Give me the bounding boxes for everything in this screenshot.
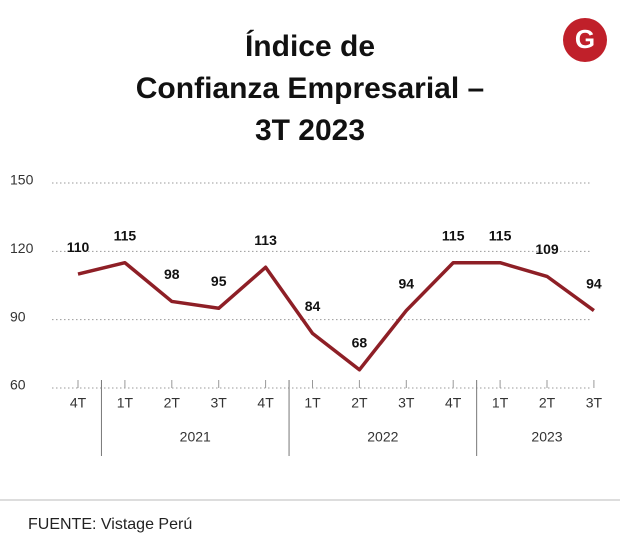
x-tick-label: 1T bbox=[117, 395, 134, 411]
group-label: 2021 bbox=[180, 429, 211, 445]
chart-title-line: Índice de bbox=[245, 29, 375, 63]
x-tick-label: 4T bbox=[257, 395, 274, 411]
group-label: 2023 bbox=[531, 429, 562, 445]
value-label: 113 bbox=[254, 232, 277, 248]
x-tick-label: 2T bbox=[351, 395, 368, 411]
value-label: 98 bbox=[164, 266, 180, 282]
x-tick-label: 3T bbox=[398, 395, 415, 411]
value-label: 115 bbox=[442, 227, 465, 243]
logo: G bbox=[563, 18, 607, 62]
chart-title-line: 3T 2023 bbox=[255, 114, 365, 147]
y-tick-label: 90 bbox=[10, 308, 26, 324]
svg-text:G: G bbox=[575, 24, 595, 54]
value-label: 68 bbox=[352, 334, 368, 350]
group-label: 2022 bbox=[367, 429, 398, 445]
y-tick-label: 60 bbox=[10, 377, 26, 393]
value-label: 94 bbox=[399, 275, 415, 291]
source: FUENTE: Vistage Perú bbox=[28, 516, 192, 533]
value-label: 115 bbox=[114, 227, 137, 243]
x-tick-label: 4T bbox=[445, 395, 462, 411]
value-label: 109 bbox=[535, 241, 559, 257]
value-label: 94 bbox=[586, 275, 602, 291]
x-tick-label: 2T bbox=[164, 395, 181, 411]
x-tick-label: 3T bbox=[211, 395, 228, 411]
value-label: 115 bbox=[489, 227, 512, 243]
x-tick-label: 4T bbox=[70, 395, 87, 411]
y-tick-label: 150 bbox=[10, 172, 34, 188]
value-label: 84 bbox=[305, 298, 321, 314]
x-tick-label: 3T bbox=[586, 395, 603, 411]
value-label: 110 bbox=[67, 239, 90, 255]
x-tick-label: 2T bbox=[539, 395, 556, 411]
value-label: 95 bbox=[211, 273, 227, 289]
x-tick-label: 1T bbox=[492, 395, 509, 411]
chart-title-line: Confianza Empresarial – bbox=[136, 72, 484, 105]
y-tick-label: 120 bbox=[10, 240, 34, 256]
line-series bbox=[77, 260, 595, 372]
x-tick-label: 1T bbox=[304, 395, 321, 411]
